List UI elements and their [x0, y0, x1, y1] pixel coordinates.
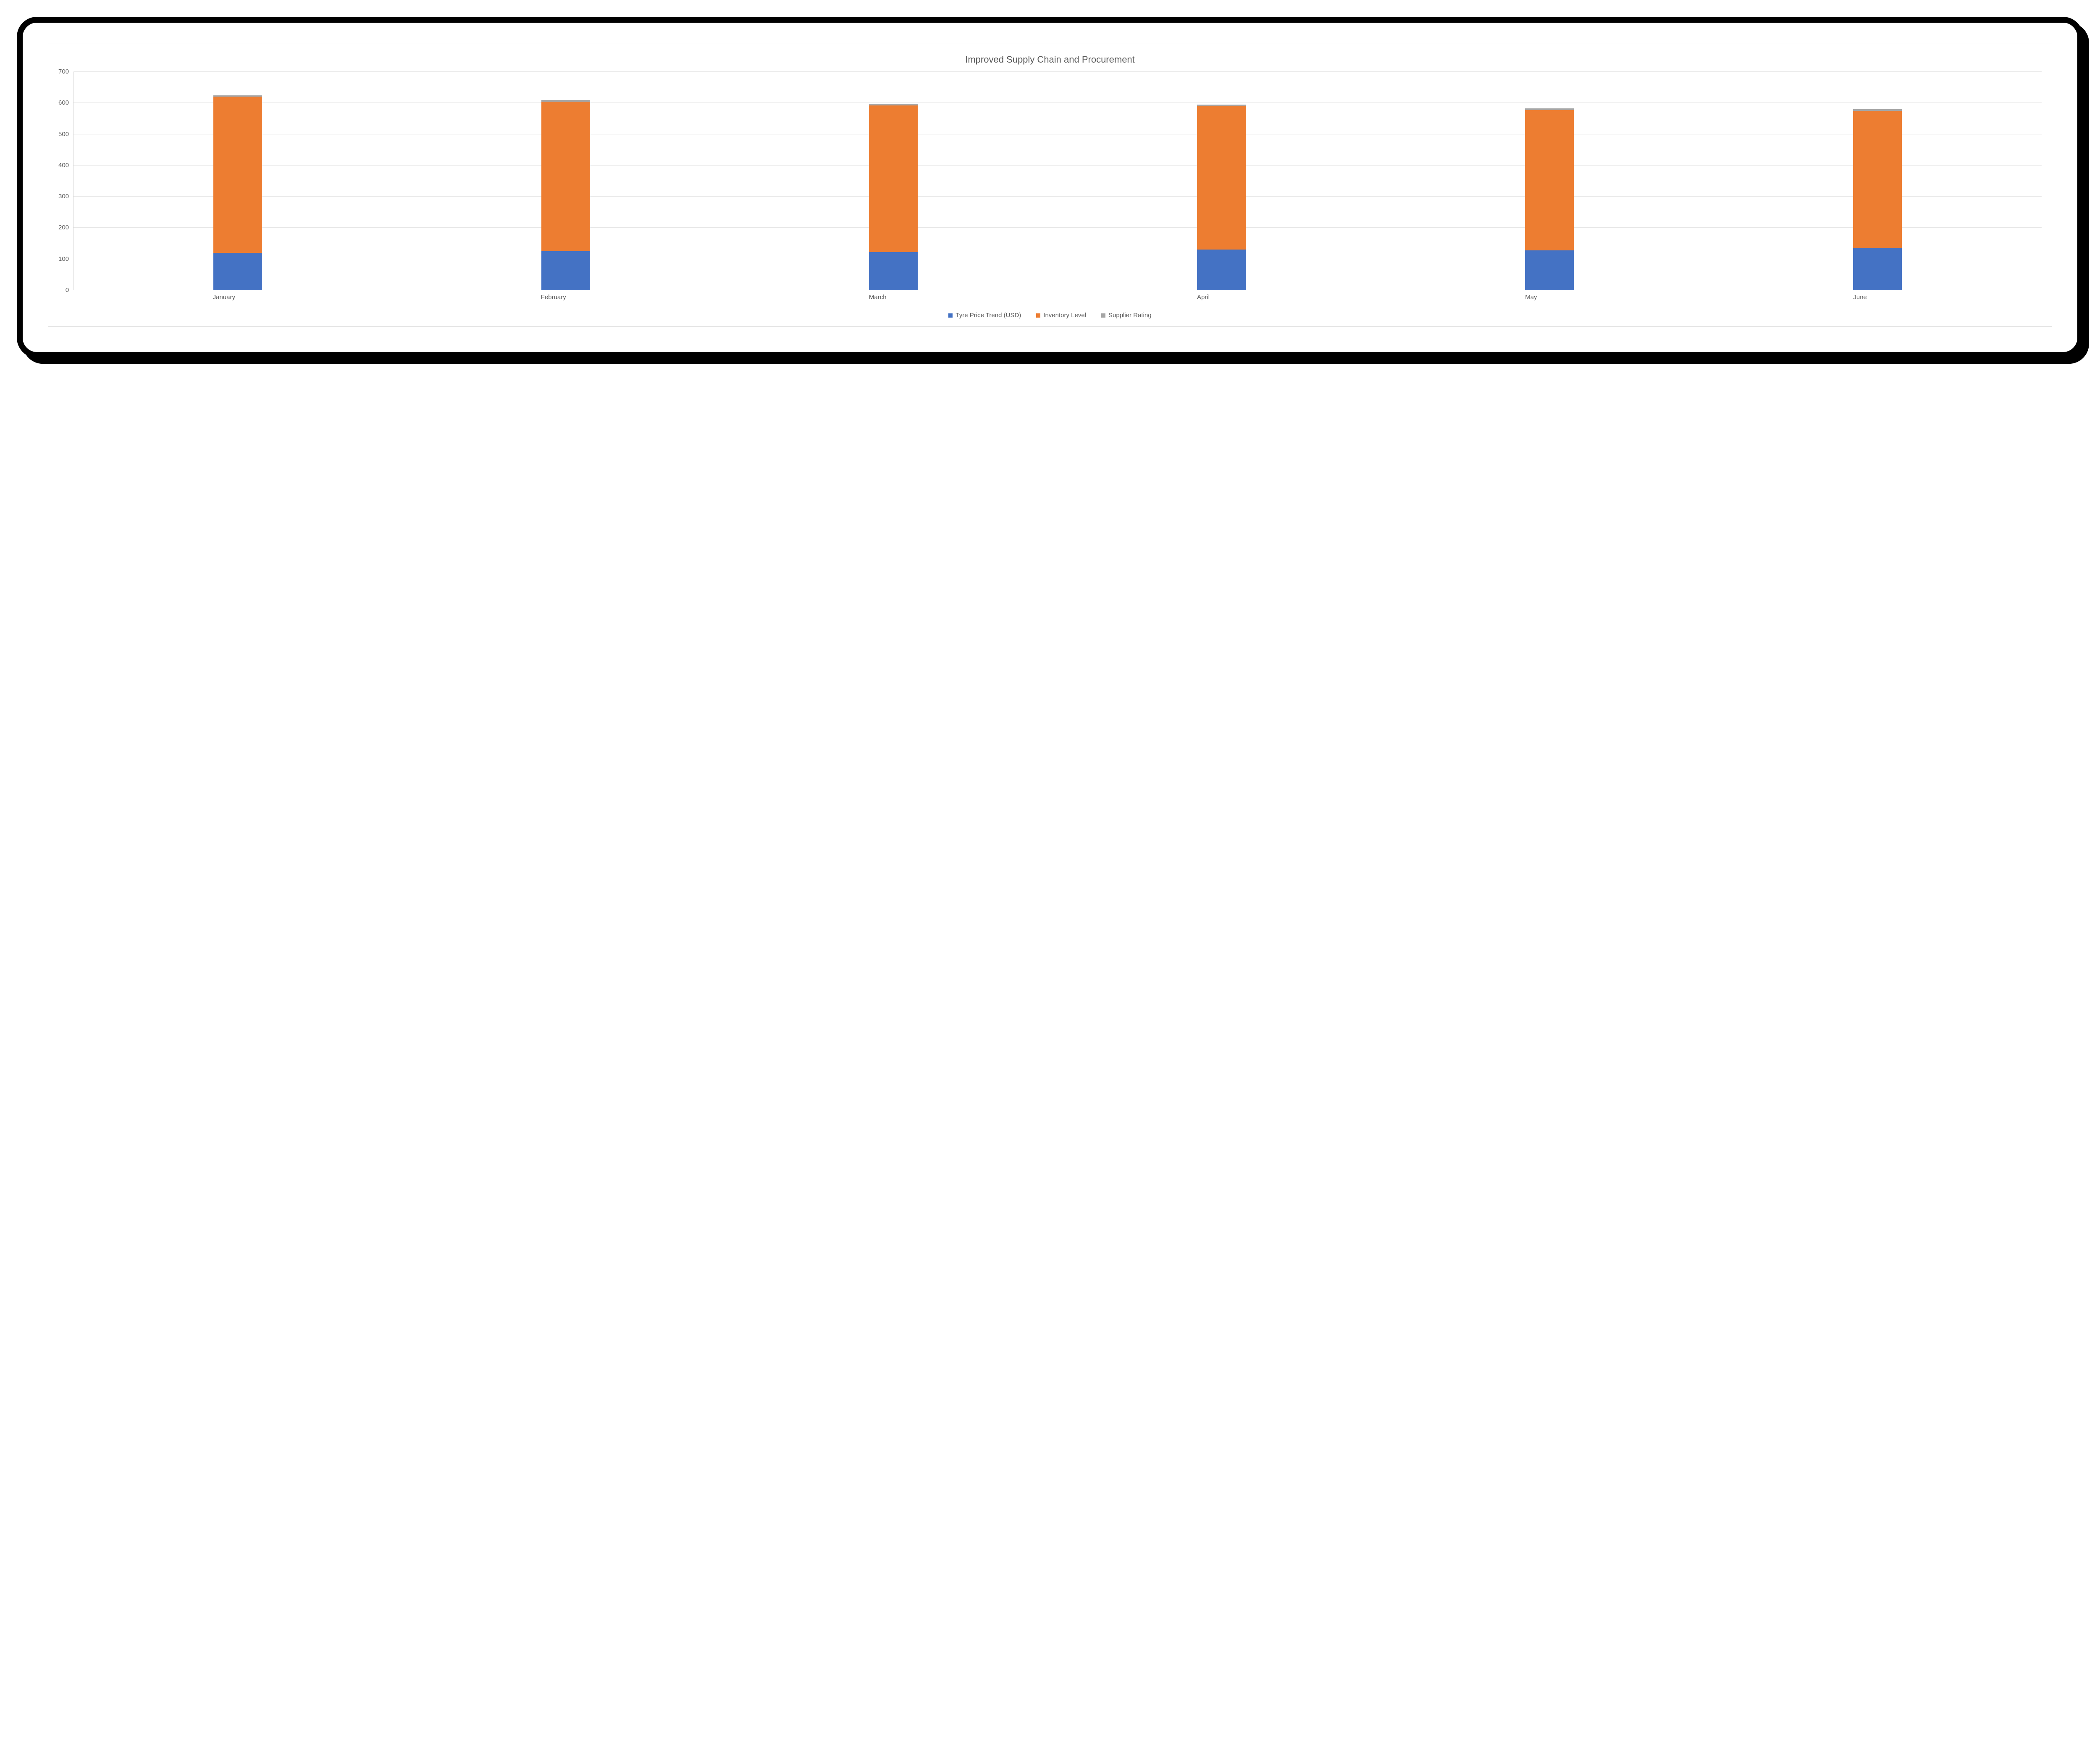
y-axis: 7006005004003002001000	[58, 72, 73, 290]
bar-slot	[1197, 72, 1246, 290]
bar-segment	[541, 251, 590, 290]
plot-area	[73, 72, 2042, 290]
legend-swatch	[1101, 313, 1105, 318]
bar-segment	[1525, 250, 1574, 290]
legend-label: Supplier Rating	[1108, 312, 1152, 319]
bar-segment	[1853, 248, 1902, 290]
x-tick-label: February	[541, 294, 590, 301]
x-tick-label: January	[213, 294, 262, 301]
bar-segment	[869, 105, 918, 252]
legend-item: Supplier Rating	[1101, 312, 1152, 319]
legend-swatch	[948, 313, 953, 318]
stacked-bar	[213, 95, 262, 290]
bar-segment	[1525, 110, 1574, 250]
bar-slot	[1525, 72, 1574, 290]
bar-slot	[541, 72, 590, 290]
bar-slot	[1853, 72, 1902, 290]
bar-slot	[869, 72, 918, 290]
bar-segment	[213, 97, 262, 252]
bar-slot	[213, 72, 262, 290]
bar-segment	[541, 102, 590, 252]
plot-wrap: 7006005004003002001000	[58, 72, 2042, 290]
stacked-bar	[869, 104, 918, 290]
stacked-bar	[1525, 108, 1574, 290]
stacked-bar	[541, 100, 590, 290]
bar-segment	[213, 253, 262, 290]
legend-swatch	[1036, 313, 1040, 318]
bar-segment	[1853, 111, 1902, 248]
x-tick-label: March	[869, 294, 918, 301]
chart-title: Improved Supply Chain and Procurement	[58, 54, 2042, 65]
bar-segment	[1197, 106, 1246, 250]
x-tick-label: April	[1197, 294, 1246, 301]
stacked-bar	[1853, 109, 1902, 290]
legend-item: Tyre Price Trend (USD)	[948, 312, 1021, 319]
legend-item: Inventory Level	[1036, 312, 1086, 319]
device-frame: Improved Supply Chain and Procurement 70…	[17, 17, 2083, 358]
x-tick-label: June	[1853, 294, 1902, 301]
chart-card: Improved Supply Chain and Procurement 70…	[48, 44, 2052, 327]
bar-segment	[1197, 250, 1246, 290]
bar-segment	[869, 252, 918, 290]
legend: Tyre Price Trend (USD) Inventory Level Sup…	[58, 312, 2042, 319]
bars-row	[74, 72, 2042, 290]
legend-label: Inventory Level	[1043, 312, 1086, 319]
stacked-bar	[1197, 105, 1246, 290]
legend-label: Tyre Price Trend (USD)	[956, 312, 1021, 319]
x-axis: January February March April May June	[58, 290, 2042, 301]
x-tick-label: May	[1525, 294, 1574, 301]
